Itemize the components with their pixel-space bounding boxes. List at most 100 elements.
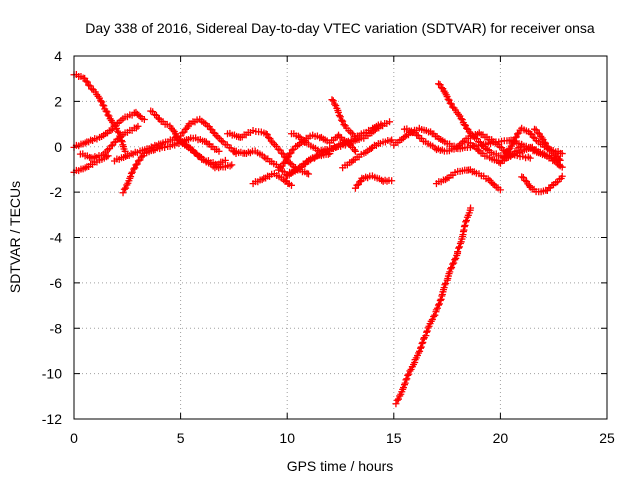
x-tick-label: 25 <box>599 430 615 446</box>
series-trace-d <box>76 122 142 162</box>
data-point <box>521 177 529 185</box>
data-point <box>209 129 217 137</box>
data-point <box>215 147 223 155</box>
x-axis-label: GPS time / hours <box>287 458 394 474</box>
data-point <box>278 149 286 157</box>
data-point <box>334 108 342 116</box>
x-tick-label: 15 <box>386 430 402 446</box>
data-point <box>463 124 471 132</box>
y-tick-label: -8 <box>50 320 63 336</box>
data-point <box>406 367 414 375</box>
data-point <box>351 147 359 155</box>
chart-title: Day 338 of 2016, Sidereal Day-to-day VTE… <box>85 20 595 36</box>
data-point <box>428 315 436 323</box>
data-point <box>489 180 497 188</box>
data-point <box>454 248 462 256</box>
data-point <box>104 111 112 119</box>
data-point <box>128 168 136 176</box>
data-point <box>437 295 445 303</box>
data-point <box>458 116 466 124</box>
data-point <box>262 130 270 138</box>
data-point <box>367 144 375 152</box>
data-point <box>461 221 469 229</box>
data-point <box>442 279 450 287</box>
data-point <box>404 371 412 379</box>
data-point <box>99 101 107 109</box>
y-tick-label: -10 <box>42 366 62 382</box>
data-point <box>134 122 142 130</box>
data-point <box>119 189 127 197</box>
series-trace-v <box>464 139 526 167</box>
data-point <box>505 146 513 154</box>
data-point <box>137 153 145 161</box>
data-point <box>102 107 110 115</box>
data-point <box>529 133 537 141</box>
data-point <box>511 134 519 142</box>
data-point <box>217 137 225 145</box>
data-point <box>283 154 291 162</box>
data-point <box>339 117 347 125</box>
data-point <box>85 81 93 89</box>
data-point <box>83 78 91 86</box>
data-point <box>462 218 470 226</box>
data-point <box>417 343 425 351</box>
data-point <box>434 301 442 309</box>
data-point <box>122 153 130 161</box>
y-tick-label: -2 <box>50 184 63 200</box>
data-point <box>509 138 517 146</box>
data-point <box>276 163 284 171</box>
data-point <box>107 142 115 150</box>
data-point <box>386 137 394 145</box>
data-point <box>98 98 106 106</box>
data-point <box>104 152 112 160</box>
y-tick-label: -4 <box>50 230 63 246</box>
data-point <box>540 138 548 146</box>
data-point <box>335 111 343 119</box>
data-point <box>178 129 186 137</box>
series-trace-g <box>147 107 229 169</box>
data-point <box>258 176 266 184</box>
data-point <box>555 155 563 163</box>
data-point <box>460 121 468 129</box>
data-point <box>423 328 431 336</box>
data-point <box>275 166 283 174</box>
data-point <box>518 140 526 148</box>
data-point <box>558 172 566 180</box>
data-point <box>276 146 284 154</box>
data-point <box>287 149 295 157</box>
data-point <box>465 128 473 136</box>
data-point <box>127 170 135 178</box>
data-point <box>558 150 566 158</box>
data-point <box>86 82 94 90</box>
data-point <box>496 186 504 194</box>
data-point <box>130 165 138 173</box>
data-point <box>431 144 439 152</box>
x-tick-label: 10 <box>279 430 295 446</box>
data-point <box>356 178 364 186</box>
data-point <box>446 268 454 276</box>
data-point <box>538 134 546 142</box>
series-trace-o <box>328 96 385 142</box>
data-point <box>177 132 185 140</box>
data-point <box>212 132 220 140</box>
data-point <box>175 136 183 144</box>
data-point <box>405 370 413 378</box>
data-point <box>267 137 275 145</box>
y-tick-label: 4 <box>54 48 62 64</box>
data-point <box>451 256 459 264</box>
data-point <box>430 312 438 320</box>
data-point <box>534 129 542 137</box>
data-point <box>431 311 439 319</box>
data-point <box>130 109 138 117</box>
series-trace-k <box>249 170 295 189</box>
data-point <box>502 149 510 157</box>
data-point <box>103 108 111 116</box>
y-tick-label: -6 <box>50 275 63 291</box>
data-point <box>97 97 105 105</box>
data-point <box>221 156 229 164</box>
data-point <box>100 102 108 110</box>
data-point <box>386 118 394 126</box>
data-point <box>437 84 445 92</box>
